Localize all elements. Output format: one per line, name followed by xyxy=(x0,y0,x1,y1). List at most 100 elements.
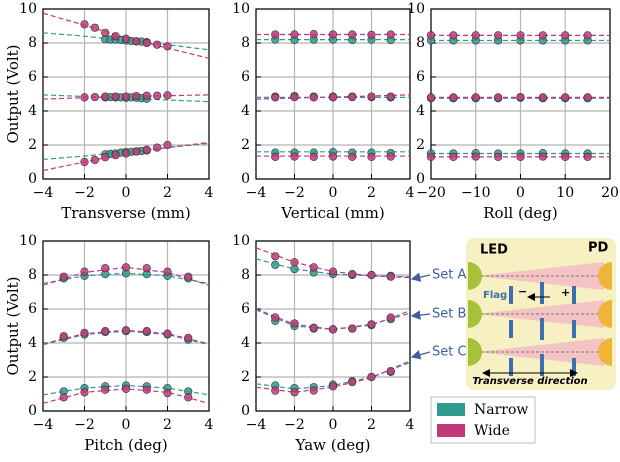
legend-label: Wide xyxy=(474,423,510,439)
y-tick-label: 4 xyxy=(241,103,250,119)
x-tick-label: 4 xyxy=(406,185,415,201)
fit-line xyxy=(256,94,410,100)
data-point xyxy=(367,270,376,280)
data-point xyxy=(426,152,436,161)
plus-label: + xyxy=(561,286,570,299)
data-point xyxy=(290,30,299,39)
data-point xyxy=(142,38,151,48)
data-point xyxy=(90,92,99,102)
x-tick-label: −2 xyxy=(74,417,95,433)
y-axis-label: Output (Volt) xyxy=(4,276,22,375)
fit-line xyxy=(43,266,209,286)
y-tick-label: 10 xyxy=(407,1,425,17)
x-tick-label: 0 xyxy=(516,185,525,201)
data-point xyxy=(494,93,503,102)
data-point xyxy=(367,372,376,382)
panel: 0 2 4 6 8 10 −4 −2 0 2 4 Transverse (mm) Output (Vol… xyxy=(4,1,214,222)
legend: Narrow Wide xyxy=(430,396,536,444)
data-point xyxy=(271,152,280,161)
data-point xyxy=(111,92,120,101)
plot-frame xyxy=(255,8,411,180)
legend-swatch xyxy=(437,403,465,416)
data-point xyxy=(561,31,570,40)
y-tick-label: 0 xyxy=(416,171,425,187)
data-point xyxy=(153,40,162,49)
data-point xyxy=(163,389,172,398)
x-tick-label: −4 xyxy=(246,185,267,201)
y-tick-label: 4 xyxy=(28,103,37,119)
data-point xyxy=(538,31,547,40)
x-tick-label: −2 xyxy=(74,185,95,201)
data-point xyxy=(348,270,357,279)
data-point xyxy=(494,152,503,161)
y-tick-label: 2 xyxy=(241,369,250,385)
data-point xyxy=(101,327,110,336)
y-tick-label: 8 xyxy=(241,267,250,283)
data-point xyxy=(59,393,68,402)
x-tick-label: −4 xyxy=(246,417,267,433)
data-point xyxy=(583,31,592,40)
data-point xyxy=(121,149,131,158)
data-point xyxy=(328,267,338,276)
x-tick-label: 0 xyxy=(329,417,338,433)
y-tick-label: 2 xyxy=(241,137,250,153)
data-point xyxy=(348,378,357,387)
data-point xyxy=(59,332,68,341)
data-point xyxy=(101,385,110,394)
y-tick-label: 0 xyxy=(241,171,250,187)
set-arrow xyxy=(410,310,431,320)
data-point xyxy=(271,30,280,39)
data-point xyxy=(121,326,131,335)
set-label: Set C xyxy=(432,345,467,360)
data-point xyxy=(309,30,318,39)
data-point xyxy=(426,31,436,40)
data-point xyxy=(111,151,120,160)
data-point xyxy=(80,20,89,29)
y-axis-label: Output (Volt) xyxy=(4,44,22,143)
data-point xyxy=(290,258,299,267)
data-point xyxy=(271,386,280,395)
data-point xyxy=(132,91,141,101)
data-point xyxy=(184,333,193,343)
data-point xyxy=(471,31,480,40)
x-tick-label: 4 xyxy=(205,185,214,201)
panel: 0 2 4 6 8 10 −4 −2 0 2 4 Vertical (mm) xyxy=(232,1,414,222)
data-point xyxy=(583,152,592,161)
data-point xyxy=(163,140,172,150)
pd-label: PD xyxy=(588,241,609,256)
y-tick-label: 10 xyxy=(19,233,37,249)
x-tick-label: 0 xyxy=(122,417,131,433)
x-tick-label: 0 xyxy=(122,185,131,201)
y-tick-label: 10 xyxy=(232,1,250,17)
led-label: LED xyxy=(480,243,508,258)
data-point xyxy=(367,320,376,329)
y-tick-label: 6 xyxy=(241,301,250,317)
y-tick-label: 2 xyxy=(28,369,37,385)
data-point xyxy=(449,93,458,102)
x-tick-label: 2 xyxy=(163,417,172,433)
plot-frame xyxy=(42,240,210,412)
data-point xyxy=(271,93,280,102)
data-point xyxy=(309,152,318,161)
data-point xyxy=(121,92,131,101)
y-tick-label: 4 xyxy=(416,103,425,119)
data-point xyxy=(538,152,547,161)
data-point xyxy=(80,388,89,397)
data-point xyxy=(163,42,172,51)
minus-label: − xyxy=(518,285,527,298)
data-point xyxy=(367,152,376,161)
data-point xyxy=(328,382,338,391)
x-tick-label: −20 xyxy=(416,185,446,201)
data-point xyxy=(386,92,395,101)
data-point xyxy=(142,264,151,273)
y-tick-label: 8 xyxy=(241,35,250,51)
data-point xyxy=(367,92,376,101)
data-point xyxy=(184,393,193,402)
data-point xyxy=(80,93,89,102)
data-point xyxy=(271,313,280,322)
data-point xyxy=(538,93,547,102)
beam-row xyxy=(468,262,612,377)
set-arrow xyxy=(410,350,431,360)
data-point xyxy=(153,91,162,100)
legend-label: Narrow xyxy=(474,402,528,418)
